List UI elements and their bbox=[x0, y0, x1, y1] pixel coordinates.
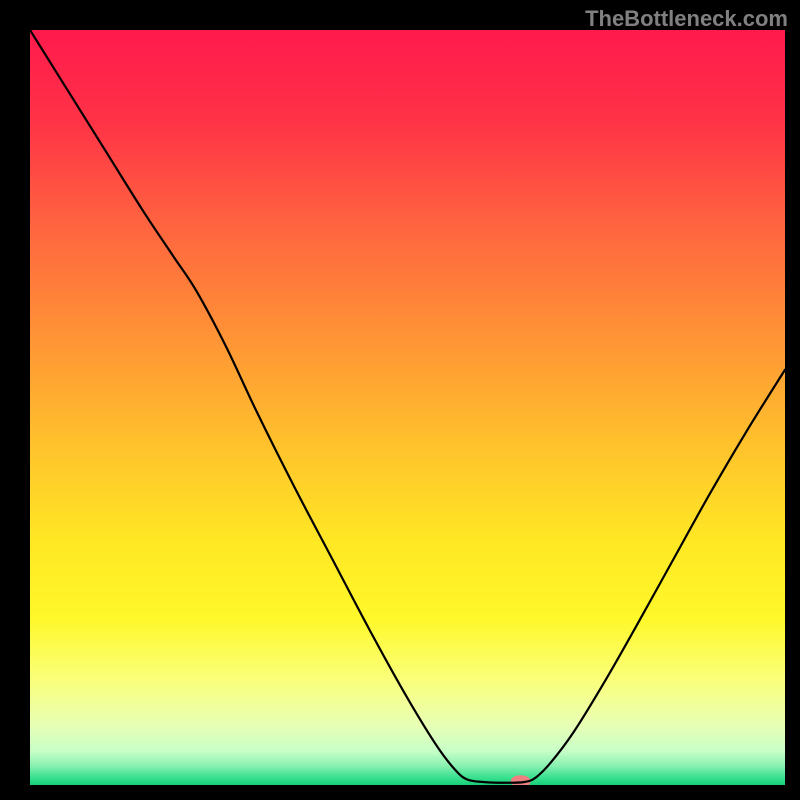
bottleneck-chart bbox=[30, 30, 785, 785]
chart-svg bbox=[30, 30, 785, 785]
watermark-text: TheBottleneck.com bbox=[585, 6, 788, 32]
chart-background bbox=[30, 30, 785, 785]
